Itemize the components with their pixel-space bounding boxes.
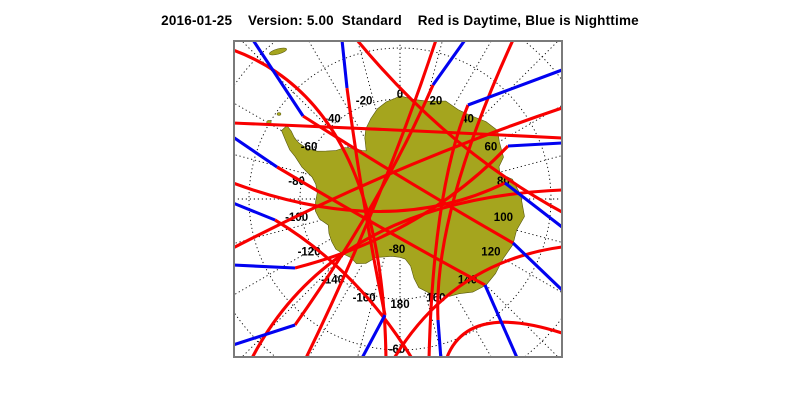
longitude-label: -60: [301, 142, 318, 154]
longitude-label: 180: [390, 299, 409, 311]
nighttime-track: [504, 181, 563, 229]
nighttime-track: [483, 284, 519, 358]
daytime-track: [304, 40, 438, 358]
longitude-label: 120: [481, 247, 500, 259]
daytime-track: [436, 40, 515, 321]
latitude-label: -80: [389, 244, 406, 256]
longitude-label: 0: [397, 89, 403, 101]
nighttime-track: [233, 323, 296, 347]
map-frame-border: [233, 40, 563, 358]
nighttime-track: [431, 40, 467, 86]
longitude-label: 60: [485, 142, 498, 154]
nighttime-track: [436, 319, 443, 358]
daytime-track: [233, 106, 563, 250]
nighttime-track: [233, 263, 296, 270]
nighttime-track: [233, 201, 276, 222]
nighttime-track: [511, 241, 563, 292]
longitude-label: -80: [288, 176, 305, 188]
nighttime-track: [507, 141, 563, 148]
island: [269, 47, 287, 56]
nighttime-track: [251, 40, 305, 117]
daytime-track: [233, 181, 506, 213]
daytime-track: [233, 121, 563, 140]
daytime-track: [445, 320, 563, 358]
daytime-track: [293, 84, 435, 326]
nighttime-track: [340, 40, 349, 89]
island: [276, 112, 282, 116]
daytime-track: [392, 245, 563, 358]
daytime-track: [294, 144, 510, 270]
longitude-label: 20: [430, 95, 443, 107]
daytime-track: [302, 114, 514, 245]
nighttime-track: [467, 68, 563, 107]
nighttime-track: [233, 135, 278, 169]
daytime-tracks: [233, 40, 563, 358]
daytime-track: [355, 40, 563, 214]
plot-title: 2016-01-25 Version: 5.00 Standard Red is…: [161, 13, 639, 28]
map-container: -20 0 20 40 -40 -60 60 -80 80 -100 100 -120 120 -140 1…: [233, 40, 563, 358]
longitude-label: -100: [285, 212, 308, 224]
nighttime-tracks: [233, 40, 563, 358]
longitude-label: 100: [494, 212, 513, 224]
daytime-track: [274, 218, 414, 358]
daytime-track: [427, 104, 470, 358]
daytime-track: [345, 87, 387, 316]
daytime-track: [276, 165, 486, 287]
nighttime-track: [360, 314, 387, 358]
longitude-label: -20: [356, 95, 373, 107]
